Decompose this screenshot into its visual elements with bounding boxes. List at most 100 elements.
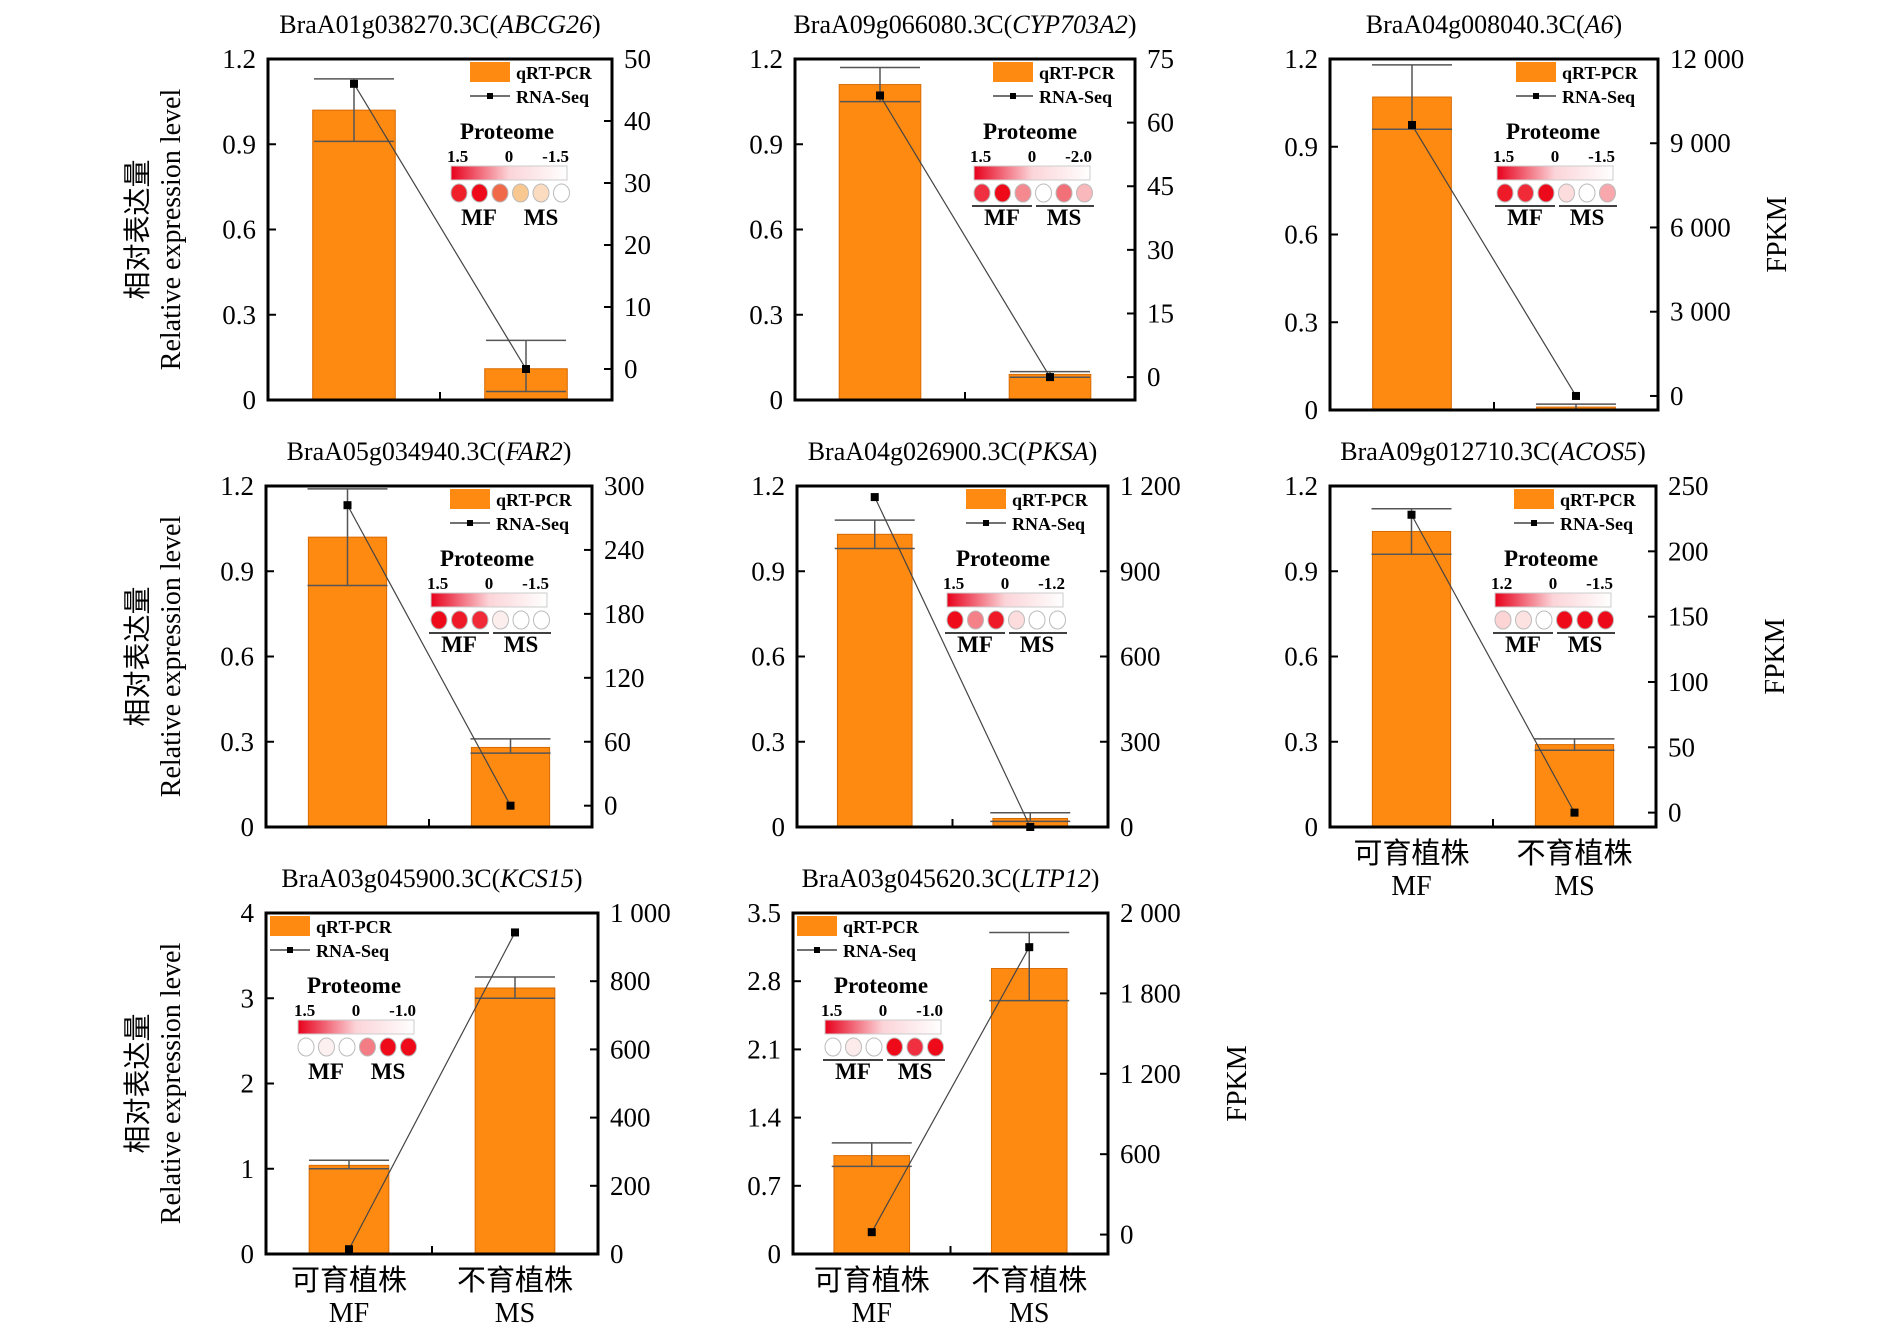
y-left-tick-label: 0: [243, 385, 257, 415]
y-left-tick-label: 0.9: [222, 129, 256, 159]
legend-bar-swatch: [470, 62, 510, 82]
proteome-circle: [471, 183, 488, 203]
legend-bar-swatch: [1516, 62, 1556, 82]
proteome-circle: [1535, 610, 1553, 630]
y-right-tick-label: 75: [1147, 44, 1174, 74]
proteome-circle: [1496, 183, 1514, 203]
proteome-gradient-bar: [824, 1019, 942, 1035]
proteome-group-mf: MF: [984, 205, 1020, 230]
proteome-scale-max: 1.5: [1493, 147, 1514, 166]
y-left-label-en: Relative expression level: [156, 516, 187, 798]
y-right-tick-label: 45: [1147, 171, 1174, 201]
legend-bar-swatch: [993, 62, 1033, 82]
y-left-tick-label: 0: [1305, 395, 1319, 425]
y-left-tick-label: 1.2: [749, 44, 783, 74]
gene-id: BraA09g066080.3C: [793, 10, 1003, 39]
rna-seq-point: [1408, 120, 1416, 129]
gene-id: BraA05g034940.3C: [287, 437, 497, 466]
x-label-en: MS: [495, 1298, 535, 1326]
proteome-title: Proteome: [1506, 119, 1600, 144]
rna-seq-point: [1572, 391, 1580, 400]
y-right-label: FPKM: [1760, 618, 1791, 694]
y-left-tick-label: 2.1: [747, 1034, 781, 1064]
y-right-tick-label: 1 200: [1120, 471, 1181, 501]
gene-name: FAR2: [504, 437, 562, 466]
y-right-tick-label: 0: [1120, 812, 1134, 842]
y-right-tick-label: 1 800: [1120, 978, 1181, 1008]
proteome-gradient-bar: [450, 165, 568, 181]
proteome-group-ms: MS: [1570, 205, 1605, 230]
gene-name: LTP12: [1019, 864, 1090, 893]
proteome-scale-max: 1.2: [1491, 574, 1512, 593]
proteome-circle: [906, 1037, 924, 1057]
proteome-circle: [450, 183, 468, 203]
proteome-circle: [886, 1037, 903, 1057]
bar-mf: [838, 84, 922, 401]
proteome-group-ms: MS: [524, 205, 559, 230]
y-right-tick-label: 600: [1120, 1139, 1161, 1169]
proteome-circle: [491, 183, 509, 203]
proteome-circle: [1558, 183, 1575, 203]
paren: (: [1018, 437, 1027, 466]
rna-seq-point: [876, 91, 884, 100]
y-left-tick-label: 0: [241, 1239, 255, 1269]
paren: ): [1089, 437, 1098, 466]
proteome-group-mf: MF: [957, 632, 993, 657]
legend-bar-swatch: [270, 916, 310, 936]
panel-abcg26: BraA01g038270.3C(ABCG26) 0 0.3 0.6 0.9 1.2 0 10…: [122, 10, 651, 415]
proteome-scale-max: 1.5: [970, 147, 991, 166]
y-right-tick-label: 0: [1670, 381, 1684, 411]
y-right-tick-label: 50: [1668, 732, 1695, 762]
proteome-circle: [400, 1037, 417, 1057]
y-left-tick-label: 1.2: [1284, 471, 1318, 501]
proteome-circle: [1055, 183, 1073, 203]
proteome-circle: [1008, 610, 1025, 630]
paren: ): [592, 10, 601, 39]
proteome-title: Proteome: [834, 973, 928, 998]
rna-seq-point: [511, 928, 519, 937]
proteome-gradient-bar: [946, 592, 1064, 608]
y-right-tick-label: 400: [610, 1103, 651, 1133]
rna-seq-point: [522, 365, 530, 373]
gene-name: ACOS5: [1557, 437, 1637, 466]
panel-pksa: BraA04g026900.3C(PKSA) 0 0.3 0.6 0.9 1.2 0 300 6…: [751, 437, 1181, 842]
paren: (: [489, 10, 498, 39]
proteome-group-mf: MF: [1505, 632, 1541, 657]
rna-seq-point: [350, 79, 358, 88]
proteome-title: Proteome: [440, 546, 534, 571]
y-right-tick-label: 60: [604, 727, 631, 757]
y-right-tick-label: 0: [610, 1239, 624, 1269]
proteome-circle: [1556, 610, 1573, 630]
rna-seq-line: [346, 504, 512, 806]
rna-seq-point: [506, 801, 515, 810]
proteome-scale-min: -1.5: [1588, 147, 1615, 166]
paren: (: [1012, 864, 1021, 893]
y-left-tick-label: 0.6: [222, 215, 256, 245]
y-left-label-en: Relative expression level: [156, 89, 187, 371]
proteome-scale-max: 1.5: [294, 1001, 315, 1020]
proteome-circle: [1597, 610, 1614, 630]
x-label-en: MF: [329, 1298, 369, 1326]
y-right-tick-label: 180: [604, 599, 645, 629]
panel-title: BraA05g034940.3C(FAR2): [287, 437, 572, 466]
y-right-tick-label: 600: [610, 1034, 651, 1064]
y-right-tick-label: 50: [624, 44, 651, 74]
legend-bar-label: qRT-PCR: [496, 490, 573, 510]
proteome-scale-mid: 0: [1549, 574, 1558, 593]
y-left-tick-label: 0.6: [751, 642, 785, 672]
panel-kcs15: BraA03g045900.3C(KCS15) 0 1 2 3 4 0 200 400 600 80…: [122, 864, 671, 1326]
legend-line-label: RNA-Seq: [316, 941, 389, 961]
x-label-cn: 不育植株: [971, 1264, 1087, 1297]
proteome-circle: [1014, 183, 1032, 203]
proteome-circle: [512, 610, 530, 630]
proteome-circle: [1537, 183, 1555, 203]
proteome-circle: [1517, 183, 1534, 203]
gene-id: BraA03g045900.3C: [281, 864, 491, 893]
legend-line-marker: [814, 947, 820, 953]
y-left-tick-label: 1: [241, 1154, 255, 1184]
y-left-tick-label: 0.3: [1284, 727, 1318, 757]
y-left-tick-label: 0.9: [751, 556, 785, 586]
legend-line-label: RNA-Seq: [843, 941, 916, 961]
legend-bar-label: qRT-PCR: [1012, 490, 1089, 510]
